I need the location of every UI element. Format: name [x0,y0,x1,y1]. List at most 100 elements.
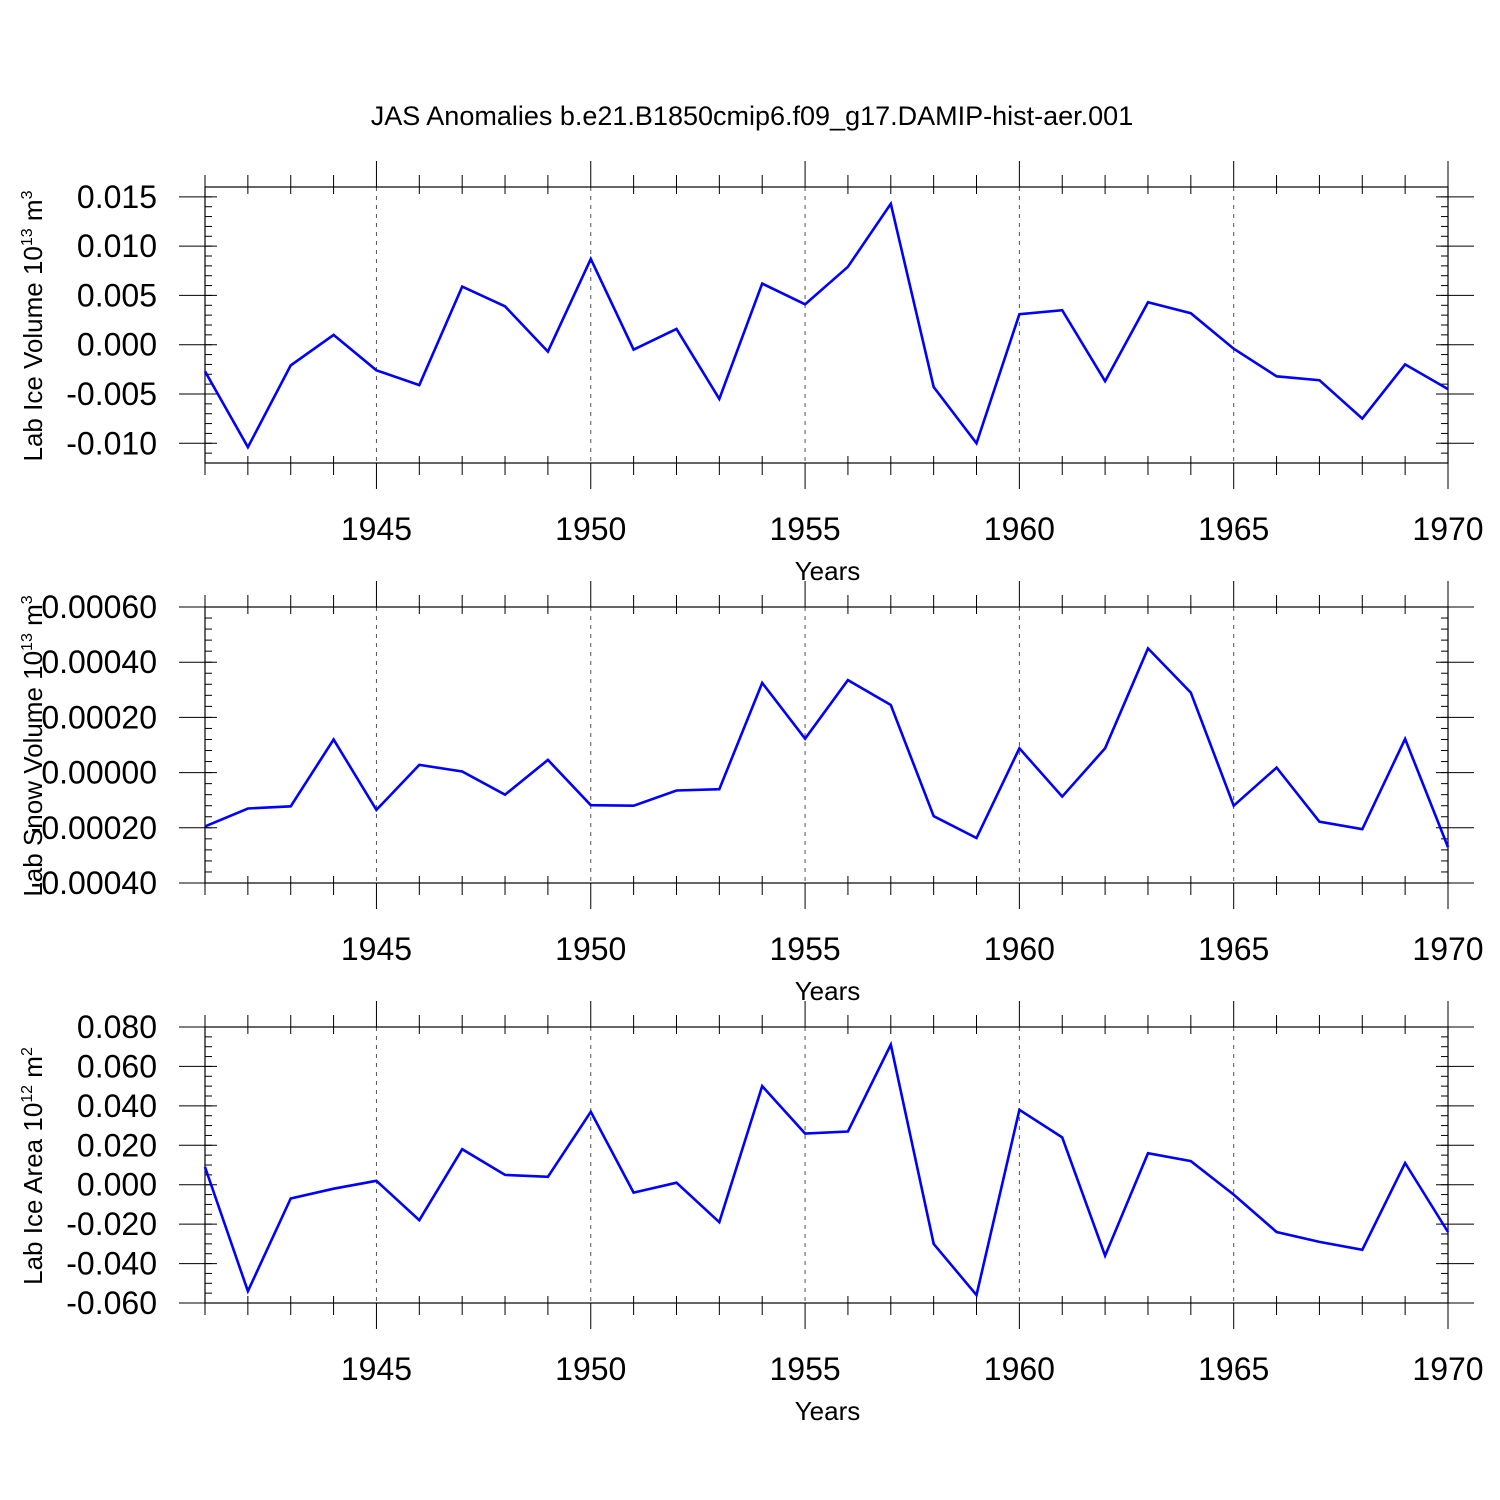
ice-volume-data-point [1403,362,1407,366]
snow-volume-data-point [1360,827,1364,831]
ice-volume-data-point [1360,417,1364,421]
snow-volume-data-point [975,836,979,840]
ice-area-data-point [1360,1248,1364,1252]
snow-volume-y-tick-label: 0.00040 [41,644,157,680]
ice-area-data-point [760,1084,764,1088]
ice-area-x-tick-label: 1960 [984,1351,1055,1387]
ice-area-data-point [374,1179,378,1183]
ice-area-data-point [674,1181,678,1185]
snow-volume-data-point [1403,737,1407,741]
ice-area-x-tick-label: 1950 [555,1351,626,1387]
ice-volume-x-tick-label: 1960 [984,511,1055,547]
snow-volume-data-point [1317,820,1321,824]
ice-area-data-point [932,1242,936,1246]
ice-area-y-tick-label: 0.080 [77,1009,157,1045]
ice-area-data-point [1189,1159,1193,1163]
ice-area-plot-frame [204,1026,1449,1304]
ice-volume-series-line [203,200,1449,450]
snow-volume-data-point [889,703,893,707]
snow-volume-data-point [503,793,507,797]
ice-area-data-point [589,1110,593,1114]
ice-volume-y-tick-label: 0.005 [77,277,157,313]
figure-title: JAS Anomalies b.e21.B1850cmip6.f09_g17.D… [371,101,1133,131]
snow-volume-data-point [589,803,593,807]
snow-volume-data-point [717,787,721,791]
ice-area-y-axis-label: Lab Ice Area 1012 m2 [18,1047,48,1285]
ice-area-data-point [1275,1230,1279,1234]
snow-volume-data-point [1060,795,1064,799]
ice-volume-data-point [889,202,893,206]
snow-volume-x-tick-label: 1945 [341,931,412,967]
ice-area-y-tick-label: -0.020 [66,1206,157,1242]
snow-volume-y-tick-label: 0.00000 [41,755,157,791]
ice-volume-data-point [932,385,936,389]
ice-volume-data-point [546,350,550,354]
snow-volume-x-tick-label: 1955 [769,931,840,967]
ice-area-data-point [503,1173,507,1177]
ice-volume-data-point [846,265,850,269]
ice-volume-data-point [503,304,507,308]
snow-volume-data-point [203,824,207,828]
snow-volume-data-point [246,806,250,810]
ice-area-data-point [203,1165,207,1169]
ice-area-data-point [632,1191,636,1195]
ice-area-data-point [1017,1108,1021,1112]
ice-volume-data-point [1060,308,1064,312]
snow-volume-x-tick-label: 1960 [984,931,1055,967]
ice-area-y-tick-label: -0.040 [66,1246,157,1282]
snow-volume-data-point [674,789,678,793]
snow-volume-data-point [932,814,936,818]
ice-volume-y-tick-label: 0.015 [77,179,157,215]
snow-volume-x-tick-label: 1950 [555,931,626,967]
ice-volume-data-point [460,285,464,289]
ice-volume-data-point [289,363,293,367]
ice-volume-data-point [717,397,721,401]
ice-area-y-tick-label: 0.060 [77,1048,157,1084]
ice-area-data-point [1060,1135,1064,1139]
snow-volume-data-point [1275,766,1279,770]
snow-volume-data-point [460,769,464,773]
ice-area-series-line [203,1040,1450,1298]
panels: -0.010 -0.005 0.000 0.005 0.010 0.015 1945 1950… [18,161,1484,1426]
ice-volume-plot-frame [204,186,1449,464]
ice-volume-data-point [1446,387,1450,391]
ice-volume-y-tick-label: -0.005 [66,376,157,412]
ice-area-data-point [246,1289,250,1293]
snow-volume-plot-frame [204,606,1449,884]
snow-volume-data-point [1146,646,1150,650]
ice-volume-y-tick-label: 0.010 [77,228,157,264]
ice-area-y-tick-label: -0.060 [66,1285,157,1321]
snow-volume-data-point [1232,804,1236,808]
ice-area-y-tick-label: 0.020 [77,1127,157,1163]
snow-volume-data-point [632,804,636,808]
ice-volume-x-tick-label: 1945 [341,511,412,547]
ice-volume-data-point [975,441,979,445]
snow-volume-data-point [332,737,336,741]
snow-volume-panel: -0.00040 -0.00020 0.00000 0.00020 0.00040 0.0… [18,581,1484,1006]
ice-area-data-point [417,1218,421,1222]
ice-volume-panel: -0.010 -0.005 0.000 0.005 0.010 0.015 1945 1950… [18,161,1484,586]
ice-area-y-tick-label: 0.000 [77,1167,157,1203]
ice-volume-data-point [632,348,636,352]
ice-area-data-point [1317,1240,1321,1244]
ice-volume-data-point [760,282,764,286]
snow-volume-data-point [374,808,378,812]
ice-area-data-point [332,1187,336,1191]
snow-volume-y-axis-label: Lab Snow Volume 1013 m3 [18,595,48,896]
ice-volume-data-point [1232,347,1236,351]
snow-volume-data-point [1189,691,1193,695]
ice-volume-data-point [1317,378,1321,382]
snow-volume-data-point [1446,845,1450,849]
ice-volume-data-point [674,327,678,331]
ice-area-x-tick-label: 1970 [1412,1351,1483,1387]
ice-area-data-point [1446,1230,1450,1234]
ice-volume-data-point [803,302,807,306]
snow-volume-series-line [204,646,1450,848]
ice-volume-data-point [417,383,421,387]
ice-area-data-point [460,1147,464,1151]
ice-volume-y-axis-label: Lab Ice Volume 1013 m3 [18,190,48,461]
snow-volume-x-tick-label: 1970 [1412,931,1483,967]
snow-volume-y-tick-label: -0.00040 [31,865,157,901]
